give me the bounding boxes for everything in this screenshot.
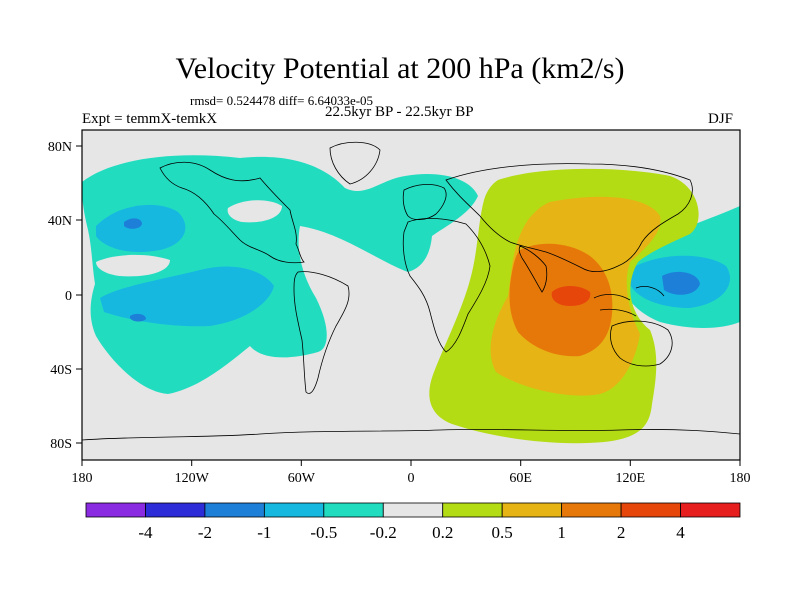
coast-africa — [402, 218, 491, 353]
season-text: DJF — [708, 111, 734, 127]
colorbar-swatch — [620, 502, 681, 518]
coast-australia — [610, 320, 673, 367]
lon-tick-label: 180 — [72, 471, 93, 486]
colorbar-swatch — [501, 502, 563, 518]
colorbar-label: 0.5 — [492, 523, 513, 542]
coast-south-america — [293, 271, 350, 394]
plot-title: Velocity Potential at 200 hPa (km2/s) — [175, 52, 625, 85]
map-ticks — [76, 145, 741, 466]
colorbar: -4 -2 -1 -0.5 -0.2 0.2 0.5 1 2 4 — [85, 502, 741, 542]
contour-neg1-tropical-core — [130, 313, 146, 322]
lat-tick-label: 80S — [50, 437, 72, 452]
contour-hole-north-america — [227, 200, 282, 223]
lon-tick-label: 120E — [616, 471, 646, 486]
lon-tick-label: 60W — [288, 471, 316, 486]
period-text: 22.5kyr BP - 22.5kyr BP — [325, 104, 474, 120]
contour-fill-layers — [82, 155, 740, 444]
colorbar-label: -1 — [257, 523, 271, 542]
contour-pos2 — [551, 286, 591, 306]
contour-hole-north-pacific — [96, 254, 170, 277]
colorbar-swatch — [382, 502, 444, 518]
contour-neg05-tropical-pacific — [100, 266, 274, 327]
colorbar-swatch — [680, 502, 741, 518]
colorbar-label: 4 — [676, 523, 685, 542]
colorbar-swatch — [85, 502, 146, 518]
lat-tick-label: 0 — [65, 289, 72, 304]
colorbar-swatch — [561, 502, 622, 518]
coast-asia — [445, 163, 693, 272]
colorbar-label: -0.2 — [370, 523, 397, 542]
coast-greenland — [329, 141, 381, 185]
lon-tick-label: 120W — [175, 471, 210, 486]
experiment-text: Expt = temmX-temkX — [82, 111, 218, 127]
colorbar-swatch — [323, 502, 384, 518]
colorbar-label: 2 — [617, 523, 626, 542]
lat-tick-label: 80N — [48, 140, 72, 155]
stats-text: rmsd= 0.524478 diff= 6.64033e-05 — [190, 93, 374, 108]
colorbar-swatch — [263, 502, 325, 518]
contour-neg02-north-america-pacific — [82, 155, 478, 394]
colorbar-label: 1 — [557, 523, 566, 542]
lat-tick-label: 40N — [48, 214, 72, 229]
coast-north-america — [159, 161, 305, 264]
contour-neg1-na-core — [124, 218, 142, 229]
coast-maritime-continent — [593, 286, 665, 317]
lat-tick-labels: 80N 40N 0 40S 80S — [48, 140, 72, 452]
lon-tick-label: 0 — [408, 471, 415, 486]
coast-india — [518, 245, 548, 293]
coast-antarctica — [82, 429, 740, 441]
lon-tick-label: 180 — [730, 471, 751, 486]
colorbar-label: -4 — [138, 523, 153, 542]
contour-neg05-na-cell — [96, 204, 186, 253]
colorbar-swatch — [442, 502, 503, 518]
map-panel: 180 120W 60W 0 60E 120E 180 80N 40N 0 40… — [48, 129, 751, 486]
colorbar-label: 0.2 — [432, 523, 453, 542]
lat-tick-label: 40S — [50, 363, 72, 378]
colorbar-label: -0.5 — [310, 523, 337, 542]
colorbar-swatch — [145, 502, 206, 518]
colorbar-label: -2 — [198, 523, 212, 542]
colorbar-swatch — [204, 502, 265, 518]
lon-tick-labels: 180 120W 60W 0 60E 120E 180 — [72, 471, 751, 486]
lon-tick-label: 60E — [509, 471, 532, 486]
coast-europe — [402, 184, 447, 220]
coastlines — [82, 141, 740, 441]
contour-neg1-west-pacific-core — [662, 271, 700, 295]
